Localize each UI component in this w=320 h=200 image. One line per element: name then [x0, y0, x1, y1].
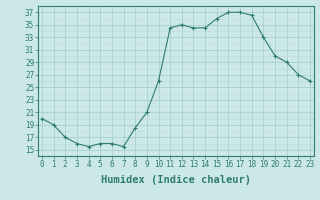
X-axis label: Humidex (Indice chaleur): Humidex (Indice chaleur) [101, 175, 251, 185]
